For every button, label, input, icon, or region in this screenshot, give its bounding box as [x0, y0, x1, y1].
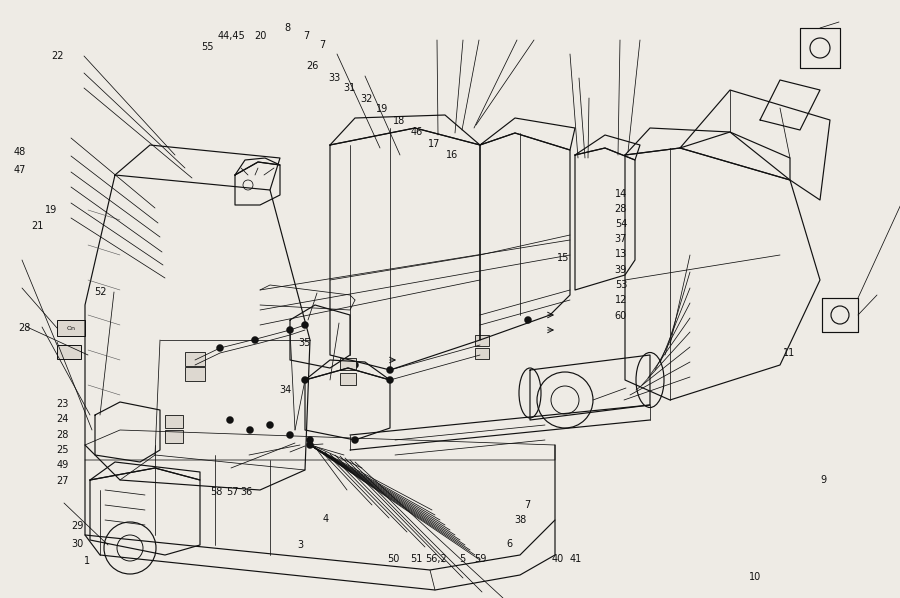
Bar	[185, 352, 205, 366]
Bar	[165, 415, 183, 428]
Circle shape	[247, 426, 254, 434]
Text: 31: 31	[344, 83, 356, 93]
Circle shape	[286, 432, 293, 438]
Bar	[57, 345, 81, 359]
Text: 7: 7	[320, 40, 326, 50]
Circle shape	[192, 356, 199, 364]
Text: 17: 17	[428, 139, 440, 148]
Text: 19: 19	[45, 206, 58, 215]
Text: 9: 9	[821, 475, 827, 484]
Text: 28: 28	[57, 430, 69, 440]
Text: 30: 30	[71, 539, 84, 549]
Text: 48: 48	[14, 148, 26, 157]
Circle shape	[307, 437, 313, 444]
Text: 37: 37	[615, 234, 627, 244]
Text: 24: 24	[57, 414, 69, 423]
Text: 41: 41	[570, 554, 582, 564]
Text: On: On	[67, 325, 76, 331]
Text: 39: 39	[615, 266, 627, 275]
Text: 23: 23	[57, 399, 69, 408]
Text: 21: 21	[32, 221, 44, 231]
Text: 5: 5	[459, 554, 465, 564]
Bar	[185, 367, 205, 381]
Circle shape	[386, 377, 393, 383]
Text: 12: 12	[615, 295, 627, 305]
Text: 26: 26	[306, 61, 319, 71]
Text: 38: 38	[515, 515, 527, 525]
Text: 44,45: 44,45	[218, 31, 246, 41]
Text: 34: 34	[279, 386, 292, 395]
Bar	[475, 335, 489, 346]
Text: 18: 18	[393, 116, 406, 126]
Text: 46: 46	[410, 127, 423, 137]
Circle shape	[352, 437, 358, 444]
Text: 29: 29	[71, 521, 84, 531]
Text: 15: 15	[557, 254, 570, 263]
Text: 7: 7	[524, 501, 530, 510]
Text: 28: 28	[615, 205, 627, 214]
Text: 32: 32	[360, 94, 373, 103]
Text: 8: 8	[284, 23, 291, 33]
Text: 22: 22	[51, 51, 64, 60]
Text: 6: 6	[507, 539, 513, 549]
Text: 40: 40	[552, 554, 564, 564]
Text: 51: 51	[410, 554, 423, 564]
Text: 55: 55	[202, 42, 214, 51]
Circle shape	[302, 377, 309, 383]
Circle shape	[352, 362, 358, 368]
Text: 59: 59	[474, 554, 487, 564]
Circle shape	[525, 316, 532, 324]
Text: 13: 13	[615, 249, 627, 259]
Bar	[475, 348, 489, 359]
Circle shape	[227, 416, 233, 423]
Text: 50: 50	[387, 554, 400, 564]
Circle shape	[251, 337, 258, 343]
Circle shape	[266, 422, 274, 429]
Text: 10: 10	[749, 572, 761, 582]
Text: 35: 35	[299, 338, 311, 347]
Text: 11: 11	[783, 348, 796, 358]
Text: 52: 52	[94, 287, 107, 297]
Text: 33: 33	[328, 73, 341, 83]
Text: 1: 1	[84, 556, 90, 566]
Bar	[340, 358, 356, 370]
Circle shape	[476, 352, 483, 358]
Text: 58: 58	[211, 487, 223, 496]
Text: 14: 14	[615, 190, 627, 199]
Text: 27: 27	[57, 477, 69, 486]
Text: 60: 60	[615, 311, 627, 321]
Circle shape	[307, 441, 313, 448]
Bar	[57, 320, 85, 336]
Circle shape	[217, 344, 223, 352]
Circle shape	[476, 337, 483, 343]
Text: 36: 36	[240, 487, 253, 496]
Text: 7: 7	[303, 31, 310, 41]
Text: 20: 20	[255, 31, 267, 41]
Circle shape	[302, 322, 309, 328]
Text: 49: 49	[57, 460, 69, 470]
Text: 53: 53	[615, 280, 627, 290]
Circle shape	[286, 327, 293, 334]
Text: 54: 54	[615, 219, 627, 229]
Text: 4: 4	[322, 514, 328, 524]
Text: 56,2: 56,2	[425, 554, 446, 564]
Text: 3: 3	[297, 541, 303, 550]
Text: 25: 25	[57, 446, 69, 455]
Text: 47: 47	[14, 166, 26, 175]
Circle shape	[386, 367, 393, 374]
Text: 28: 28	[18, 323, 31, 332]
Bar	[340, 373, 356, 385]
Text: 19: 19	[376, 105, 389, 114]
Bar	[165, 430, 183, 443]
Text: 57: 57	[226, 487, 239, 496]
Text: 16: 16	[446, 151, 459, 160]
